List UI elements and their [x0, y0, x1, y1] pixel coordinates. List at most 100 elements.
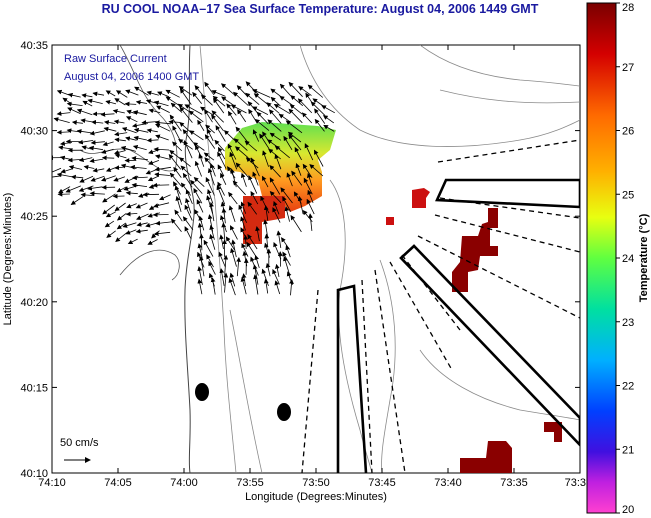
y-tick-label: 40:10 — [20, 468, 48, 480]
current-vector — [132, 175, 148, 181]
y-tick-label: 40:35 — [20, 40, 48, 52]
current-vector — [273, 103, 291, 115]
current-vector — [204, 109, 213, 123]
current-vector — [232, 180, 246, 196]
current-vector — [219, 234, 224, 250]
marker-dot-west — [195, 383, 209, 401]
current-vector — [270, 88, 281, 97]
current-vector — [304, 143, 314, 161]
x-axis-label: Longitude (Degrees:Minutes) — [245, 491, 387, 503]
current-vector — [262, 175, 269, 188]
current-vector — [301, 112, 313, 124]
current-vector — [203, 152, 215, 161]
current-vector — [235, 162, 249, 178]
current-vector — [263, 205, 269, 221]
current-vector — [120, 146, 137, 152]
y-tick-label: 40:15 — [20, 382, 48, 394]
marker-dot-east — [277, 403, 291, 421]
colorbar-tick-label: 26 — [622, 126, 634, 138]
current-vector — [66, 101, 83, 107]
current-vector — [56, 111, 71, 116]
current-vector — [113, 176, 126, 182]
current-vector — [114, 98, 126, 106]
sst-patch-darkred-se — [544, 422, 562, 442]
current-vector — [221, 222, 227, 241]
current-vector — [284, 206, 290, 222]
current-vector — [196, 199, 204, 213]
current-vector — [227, 110, 237, 125]
current-vector — [272, 207, 281, 223]
current-vector — [294, 146, 302, 161]
current-vector — [156, 105, 170, 113]
current-vector — [285, 244, 291, 258]
current-vector — [78, 157, 93, 163]
current-vector — [306, 198, 315, 215]
current-vector — [88, 145, 104, 151]
current-vector — [286, 172, 293, 187]
current-vector — [133, 127, 149, 133]
current-vector — [172, 125, 181, 142]
current-vector — [122, 222, 137, 228]
current-vector — [306, 172, 313, 186]
x-tick-label: 74:05 — [104, 477, 132, 489]
current-vector — [233, 91, 249, 106]
current-vector — [321, 105, 335, 114]
current-vector — [211, 114, 224, 132]
current-vector — [198, 153, 205, 167]
current-vector — [103, 126, 117, 132]
current-vector — [153, 202, 170, 208]
colorbar-ticks: 28 27 26 25 24 23 22 21 20 — [616, 2, 634, 516]
current-vector — [58, 186, 71, 194]
current-vector — [148, 108, 161, 114]
current-vector — [56, 172, 73, 178]
current-vector — [289, 104, 303, 115]
sst-patch-dot — [386, 217, 394, 225]
current-vector — [209, 201, 215, 222]
current-vector — [229, 151, 238, 170]
current-vector — [247, 201, 258, 215]
current-vector — [254, 118, 270, 131]
y-axis: 40:35 40:30 40:25 40:20 40:15 40:10 — [20, 40, 580, 480]
current-vector — [173, 166, 182, 178]
current-vector — [125, 211, 138, 217]
current-vector — [157, 91, 170, 98]
current-vector — [192, 91, 203, 104]
current-vector — [230, 104, 247, 114]
current-vector — [87, 98, 103, 104]
current-vector — [314, 149, 324, 167]
current-vector — [65, 185, 81, 193]
current-vector — [295, 162, 302, 176]
current-vector — [155, 220, 172, 226]
current-vector — [100, 112, 115, 117]
current-vector — [148, 160, 160, 165]
current-vector — [269, 165, 281, 178]
current-vector — [259, 133, 270, 150]
x-tick-label: 73:45 — [368, 477, 396, 489]
current-vector — [268, 109, 282, 124]
x-tick-label: 73:35 — [500, 477, 528, 489]
current-vector — [207, 167, 215, 186]
current-vector — [125, 229, 137, 235]
current-vector — [179, 88, 192, 105]
current-vector — [52, 167, 62, 173]
current-vector — [190, 179, 203, 194]
current-vector — [112, 109, 125, 114]
current-vector — [76, 129, 92, 134]
current-vector — [208, 260, 216, 275]
coastline — [184, 45, 195, 473]
current-vector — [89, 158, 104, 164]
current-vector — [250, 157, 260, 177]
current-vector — [125, 89, 139, 96]
current-vector — [126, 203, 137, 209]
current-vector — [285, 120, 303, 134]
current-vector — [236, 257, 241, 277]
current-vector — [223, 272, 229, 293]
current-vector — [279, 83, 291, 96]
current-vector — [235, 126, 249, 143]
current-vector — [290, 215, 302, 233]
current-vector — [216, 184, 226, 205]
current-vector — [274, 153, 282, 170]
current-vector — [174, 185, 182, 205]
current-vector — [238, 204, 247, 223]
